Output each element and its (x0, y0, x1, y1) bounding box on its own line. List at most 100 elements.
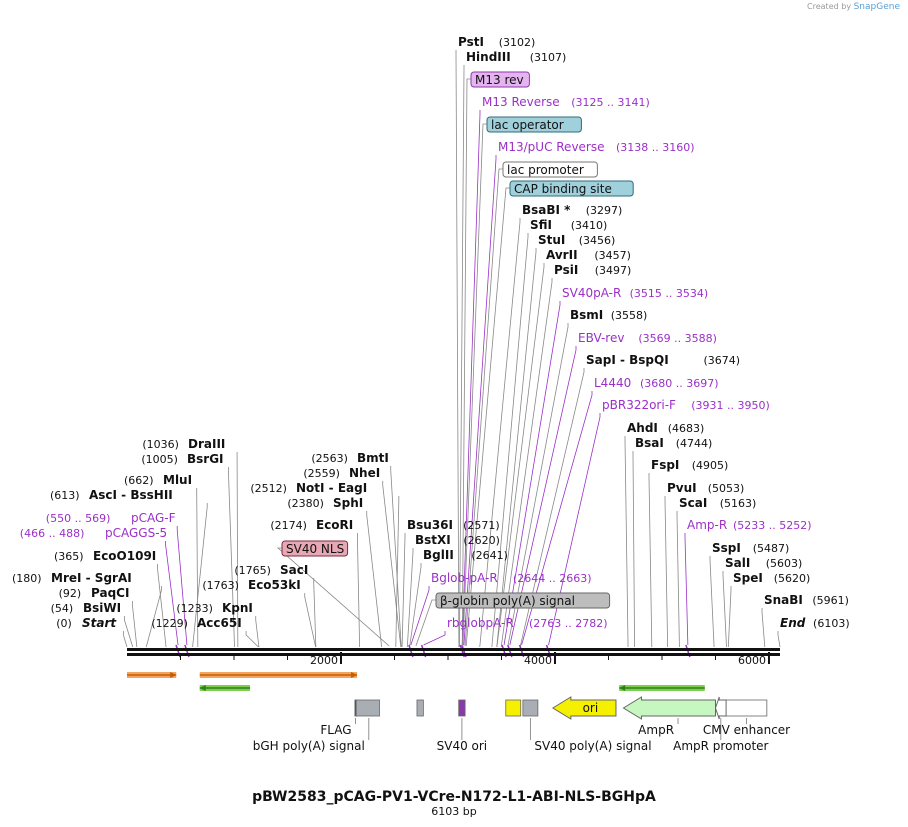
site-position: (54) (51, 602, 74, 615)
feature-arrow[interactable] (199, 672, 358, 678)
site-asci-bsshii[interactable]: AscI - BssHII (613) (50, 488, 173, 502)
feature-block[interactable] (416, 699, 424, 717)
feature-label-cmv-enhancer: CMV enhancer (703, 723, 790, 737)
site-ecoo109i[interactable]: EcoO109I (365) (54, 549, 156, 563)
site-ahdi[interactable]: AhdI (4683) (627, 421, 704, 435)
site-name: EBV-rev (578, 331, 624, 345)
backbone-top-strand (127, 648, 780, 651)
site-psti[interactable]: PstI (3102) (458, 35, 535, 49)
feature-block[interactable] (714, 696, 727, 720)
site-name: BsrGI (187, 452, 224, 466)
feature-box-m13-rev[interactable]: M13 rev (470, 71, 530, 88)
feature-block[interactable] (622, 696, 716, 720)
site-bsrgi[interactable]: BsrGI (1005) (141, 452, 223, 466)
site-acc65i[interactable]: Acc65I (1229) (151, 616, 241, 630)
backbone-bottom-strand (127, 653, 780, 656)
site-sali[interactable]: SalI (5603) (725, 556, 802, 570)
site-position: (1233) (176, 602, 213, 615)
feature-box-label: CAP binding site (514, 182, 612, 196)
site-sspi[interactable]: SspI (5487) (712, 541, 789, 555)
site-bsai[interactable]: BsaI (4744) (635, 436, 712, 450)
site-bglii[interactable]: BglII (2641) (423, 548, 508, 562)
site-position: (3674) (704, 354, 741, 367)
site-bsmi[interactable]: BsmI (3558) (570, 308, 647, 322)
site-kpni[interactable]: KpnI (1233) (176, 601, 253, 615)
site-name: Acc65I (197, 616, 242, 630)
site-l4440[interactable]: L4440 (3680 .. 3697) (594, 376, 719, 390)
arrow-head (199, 685, 206, 691)
site-psii[interactable]: PsiI (3497) (554, 263, 631, 277)
feature-arrow[interactable] (619, 685, 705, 691)
site-spei[interactable]: SpeI (5620) (733, 571, 810, 585)
site-position: (180) (12, 572, 42, 585)
axis-tick-label: 4000 (524, 654, 552, 667)
site-bglob-pa-r[interactable]: Bglob-pA-R (2644 .. 2663) (431, 571, 592, 585)
site-snabi[interactable]: SnaBI (5961) (764, 593, 849, 607)
site-mrei-sgrai[interactable]: MreI - SgrAI (180) (12, 571, 132, 585)
leader-line (500, 278, 553, 648)
site-name: MluI (163, 473, 192, 487)
site-draiii[interactable]: DraIII (1036) (142, 437, 225, 451)
site-m13-puc-reverse[interactable]: M13/pUC Reverse (3138 .. 3160) (498, 140, 695, 154)
site-sapi-bspqi[interactable]: SapI - BspQI (3674) (586, 353, 740, 367)
site-scai[interactable]: ScaI (5163) (679, 496, 756, 510)
feature-box-label: lac operator (491, 118, 564, 132)
site-ecori[interactable]: EcoRI (2174) (270, 518, 353, 532)
site-pvui[interactable]: PvuI (5053) (667, 481, 744, 495)
feature-label-ampr-promoter: AmpR promoter (673, 739, 768, 753)
site-sv40pa-r[interactable]: SV40pA-R (3515 .. 3534) (562, 286, 708, 300)
site-position: (3107) (530, 51, 567, 64)
site-bstxi[interactable]: BstXI (2620) (415, 533, 500, 547)
site-noti-eagi[interactable]: NotI - EagI (2512) (250, 481, 367, 495)
site-bsiwi[interactable]: BsiWI (54) (51, 601, 122, 615)
site-start[interactable]: Start (0) (56, 616, 117, 630)
site-nhei[interactable]: NheI (2559) (303, 466, 380, 480)
feature-box-label: β-globin poly(A) signal (440, 594, 575, 608)
feature-block[interactable] (458, 699, 466, 717)
leader-line (123, 631, 128, 648)
leader-line (491, 233, 529, 648)
site-pbr322ori-f[interactable]: pBR322ori-F (3931 .. 3950) (602, 398, 770, 412)
feature-block[interactable] (505, 699, 522, 717)
feature-block[interactable] (725, 699, 768, 717)
site-sphi[interactable]: SphI (2380) (287, 496, 363, 510)
feature-arrow[interactable] (127, 672, 177, 678)
site-rbglobpa-r[interactable]: rbglobpA-R (2763 .. 2782) (447, 616, 608, 630)
feature-box-lac-promoter[interactable]: lac promoter (502, 161, 598, 178)
site-stui[interactable]: StuI (3456) (538, 233, 615, 247)
feature-arrow[interactable] (199, 685, 251, 691)
site-bmti[interactable]: BmtI (2563) (311, 451, 388, 465)
site-m13-reverse[interactable]: M13 Reverse (3125 .. 3141) (482, 95, 650, 109)
feature-block[interactable] (522, 699, 539, 717)
site-paqci[interactable]: PaqCI (92) (59, 586, 130, 600)
site-bsu36i[interactable]: Bsu36I (2571) (407, 518, 500, 532)
site-avrii[interactable]: AvrII (3457) (546, 248, 631, 262)
leader-line (157, 564, 167, 648)
leader-line (236, 452, 239, 648)
feature-ori[interactable]: ori (551, 696, 617, 720)
site-pcag-f[interactable]: pCAG-F (550 .. 569) (46, 511, 176, 525)
site-fspi[interactable]: FspI (4905) (651, 458, 728, 472)
feature-box-bg (281, 540, 349, 557)
site-mlui[interactable]: MluI (662) (124, 473, 192, 487)
site-hindiii[interactable]: HindIII (3107) (466, 50, 566, 64)
site-pcaggs-5[interactable]: pCAGGS-5 (466 .. 488) (20, 526, 167, 540)
site-ebv-rev[interactable]: EBV-rev (3569 .. 3588) (578, 331, 717, 345)
site-eco53ki[interactable]: Eco53kI (1763) (202, 578, 300, 592)
feature-box-sv40-nls[interactable]: SV40 NLS (281, 540, 349, 557)
site-name: ScaI (679, 496, 707, 510)
site-position: (1765) (234, 564, 271, 577)
site-sfii[interactable]: SfiI (3410) (530, 218, 607, 232)
leader-line (227, 467, 235, 648)
site-end[interactable]: End (6103) (780, 616, 850, 630)
site-amp-r[interactable]: Amp-R (5233 .. 5252) (687, 518, 812, 532)
feature-box-lac-operator[interactable]: lac operator (486, 116, 582, 133)
feature-box-cap-binding-site[interactable]: CAP binding site (509, 180, 634, 197)
leader-line (632, 451, 635, 648)
feature-block[interactable] (355, 699, 380, 717)
site-saci[interactable]: SacI (1765) (234, 563, 308, 577)
feature-box-globin-poly-a-signal[interactable]: β-globin poly(A) signal (435, 592, 611, 609)
site-name: SapI - BspQI (586, 353, 669, 367)
site-bsabi[interactable]: BsaBI * (3297) (522, 203, 622, 217)
leader-line (176, 526, 188, 646)
